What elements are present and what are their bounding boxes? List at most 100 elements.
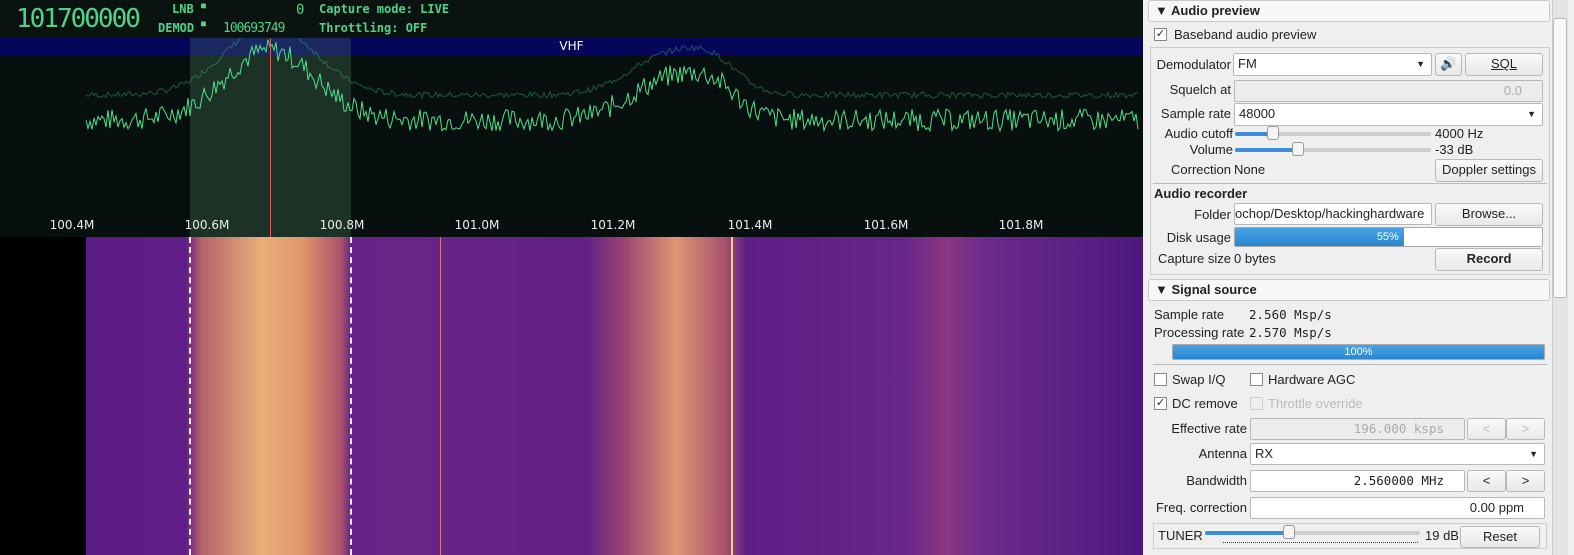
divider (1153, 183, 1547, 184)
lock-icon[interactable]: ■ (201, 1, 206, 10)
freq-tick: 101.2M (590, 218, 636, 232)
spectrum-trace (85, 38, 1139, 133)
audio-recorder-title: Audio recorder (1154, 186, 1248, 201)
dc-remove-label: DC remove (1172, 396, 1238, 411)
demodulator-value: FM (1238, 56, 1257, 71)
tuner-value: 19 dB (1425, 528, 1459, 543)
audio-preview-header[interactable]: ▼ Audio preview (1148, 0, 1550, 22)
effective-rate-prev-button[interactable]: < (1467, 418, 1506, 440)
freq-tick: 101.8M (998, 218, 1044, 232)
baseband-label: Baseband audio preview (1174, 27, 1317, 42)
bandwidth-next-button[interactable]: > (1506, 470, 1545, 492)
freq-correction-label: Freq. correction (1155, 500, 1247, 515)
sample-rate-value: 2.560 Msp/s (1249, 307, 1332, 322)
spectrum-area: 101700000 LNB DEMOD ■ ■ 0 100693749 Capt… (0, 0, 1143, 555)
squelch-label: Squelch at (1169, 82, 1231, 97)
demodulator-select[interactable]: FM ▼ (1233, 53, 1432, 76)
tuner-ticks (1223, 539, 1418, 543)
folder-input[interactable]: ochop/Desktop/hackinghardware (1234, 203, 1432, 225)
band-label: VHF (0, 38, 1143, 55)
correction-value: None (1234, 162, 1266, 177)
antenna-value: RX (1255, 446, 1274, 461)
volume-value: -33 dB (1435, 142, 1474, 157)
doppler-settings-button[interactable]: Doppler settings (1435, 159, 1543, 182)
section-title: Audio preview (1171, 3, 1260, 18)
main-frequency-display[interactable]: 101700000 (16, 4, 141, 34)
divider (1153, 364, 1547, 365)
freq-correction-input[interactable]: 0.00 ppm (1250, 497, 1545, 519)
tuner-reset-button[interactable]: Reset (1460, 526, 1540, 548)
disk-usage-bar: 55% (1234, 227, 1543, 247)
hardware-agc-label: Hardware AGC (1268, 372, 1356, 387)
effective-rate-input[interactable]: 196.000 ksps (1250, 418, 1465, 440)
status-bar: 101700000 LNB DEMOD ■ ■ 0 100693749 Capt… (0, 0, 1143, 38)
effective-rate-next-button[interactable]: > (1506, 418, 1545, 440)
sample-rate-value: 48000 (1239, 106, 1276, 121)
volume-slider[interactable] (1235, 142, 1431, 156)
capture-size-value: 0 bytes (1234, 251, 1276, 266)
section-title: Signal source (1171, 282, 1257, 297)
freq-tick: 101.4M (727, 218, 773, 232)
marker-line (731, 237, 733, 555)
speaker-icon[interactable]: 🔊 (1435, 53, 1462, 76)
throttling: Throttling: OFF (319, 21, 428, 35)
swap-iq-label: Swap I/Q (1172, 372, 1226, 387)
processing-rate-value: 2.570 Msp/s (1249, 325, 1332, 340)
correction-label: Correction (1171, 162, 1231, 177)
frequency-cursor[interactable] (270, 38, 271, 237)
waterfall[interactable] (86, 237, 1143, 555)
processing-fill: 100% (1173, 345, 1544, 359)
demod-frequency[interactable]: 100693749 (223, 21, 285, 36)
lnb-label: LNB (172, 2, 194, 16)
processing-progress: 100% (1172, 344, 1545, 360)
demodulator-label: Demodulator (1156, 57, 1231, 72)
spectrum-plot[interactable]: VHF 100.4M 100.6M 100.8M 101.0M 101.2M 1… (0, 38, 1143, 237)
spectrum-peak-hold (85, 38, 1139, 100)
cutoff-label: Audio cutoff (1164, 126, 1233, 141)
freq-tick: 100.8M (319, 218, 365, 232)
chevron-down-icon: ▼ (1527, 109, 1536, 119)
freq-tick: 101.6M (863, 218, 909, 232)
sample-rate-label: Sample rate (1154, 307, 1225, 322)
dc-remove-checkbox[interactable]: ✓ (1154, 397, 1167, 410)
antenna-select[interactable]: RX ▼ (1250, 443, 1545, 465)
sql-button[interactable]: SQL (1465, 53, 1543, 76)
folder-label: Folder (1194, 207, 1231, 222)
tuner-label: TUNER (1158, 528, 1203, 543)
cutoff-value: 4000 Hz (1435, 126, 1484, 141)
filter-edge-right (350, 237, 352, 555)
disk-usage-fill: 55% (1235, 228, 1404, 246)
freq-tick: 100.4M (49, 218, 95, 232)
side-panel: ▼ Audio preview ✓ Baseband audio preview… (1145, 0, 1552, 555)
squelch-input[interactable]: 0.0 (1234, 80, 1543, 102)
filter-edge-left (189, 237, 191, 555)
swap-iq-checkbox[interactable] (1154, 373, 1167, 386)
sample-rate-select[interactable]: 48000 ▼ (1234, 103, 1543, 126)
capture-size-label: Capture size (1158, 251, 1231, 266)
demod-label: DEMOD (158, 21, 195, 35)
signal-source-header[interactable]: ▼ Signal source (1148, 279, 1550, 301)
hardware-agc-checkbox[interactable] (1250, 373, 1263, 386)
throttle-override-label: Throttle override (1268, 396, 1363, 411)
chevron-down-icon: ▼ (1529, 449, 1538, 459)
bandwidth-input[interactable]: 2.560000 MHz (1250, 470, 1465, 492)
chevron-down-icon: ▼ (1416, 59, 1425, 69)
antenna-label: Antenna (1198, 446, 1247, 461)
lnb-frequency[interactable]: 0 (296, 2, 305, 18)
disk-usage-label: Disk usage (1166, 230, 1231, 245)
effective-rate-label: Effective rate (1171, 421, 1247, 436)
scrollbar-thumb[interactable] (1553, 18, 1567, 298)
tuner-slider[interactable] (1205, 525, 1420, 539)
marker-line (440, 237, 441, 555)
bandwidth-prev-button[interactable]: < (1467, 470, 1506, 492)
browse-button[interactable]: Browse... (1435, 203, 1543, 226)
cutoff-slider[interactable] (1235, 126, 1431, 140)
capture-mode: Capture mode: LIVE (319, 2, 450, 16)
baseband-checkbox[interactable]: ✓ (1154, 28, 1167, 41)
bandwidth-label: Bandwidth (1186, 473, 1247, 488)
record-button[interactable]: Record (1435, 248, 1543, 271)
lock-icon[interactable]: ■ (201, 19, 206, 28)
sample-rate-label: Sample rate (1160, 106, 1231, 121)
spectrum-line (85, 39, 1139, 133)
throttle-override-checkbox[interactable] (1250, 397, 1263, 410)
